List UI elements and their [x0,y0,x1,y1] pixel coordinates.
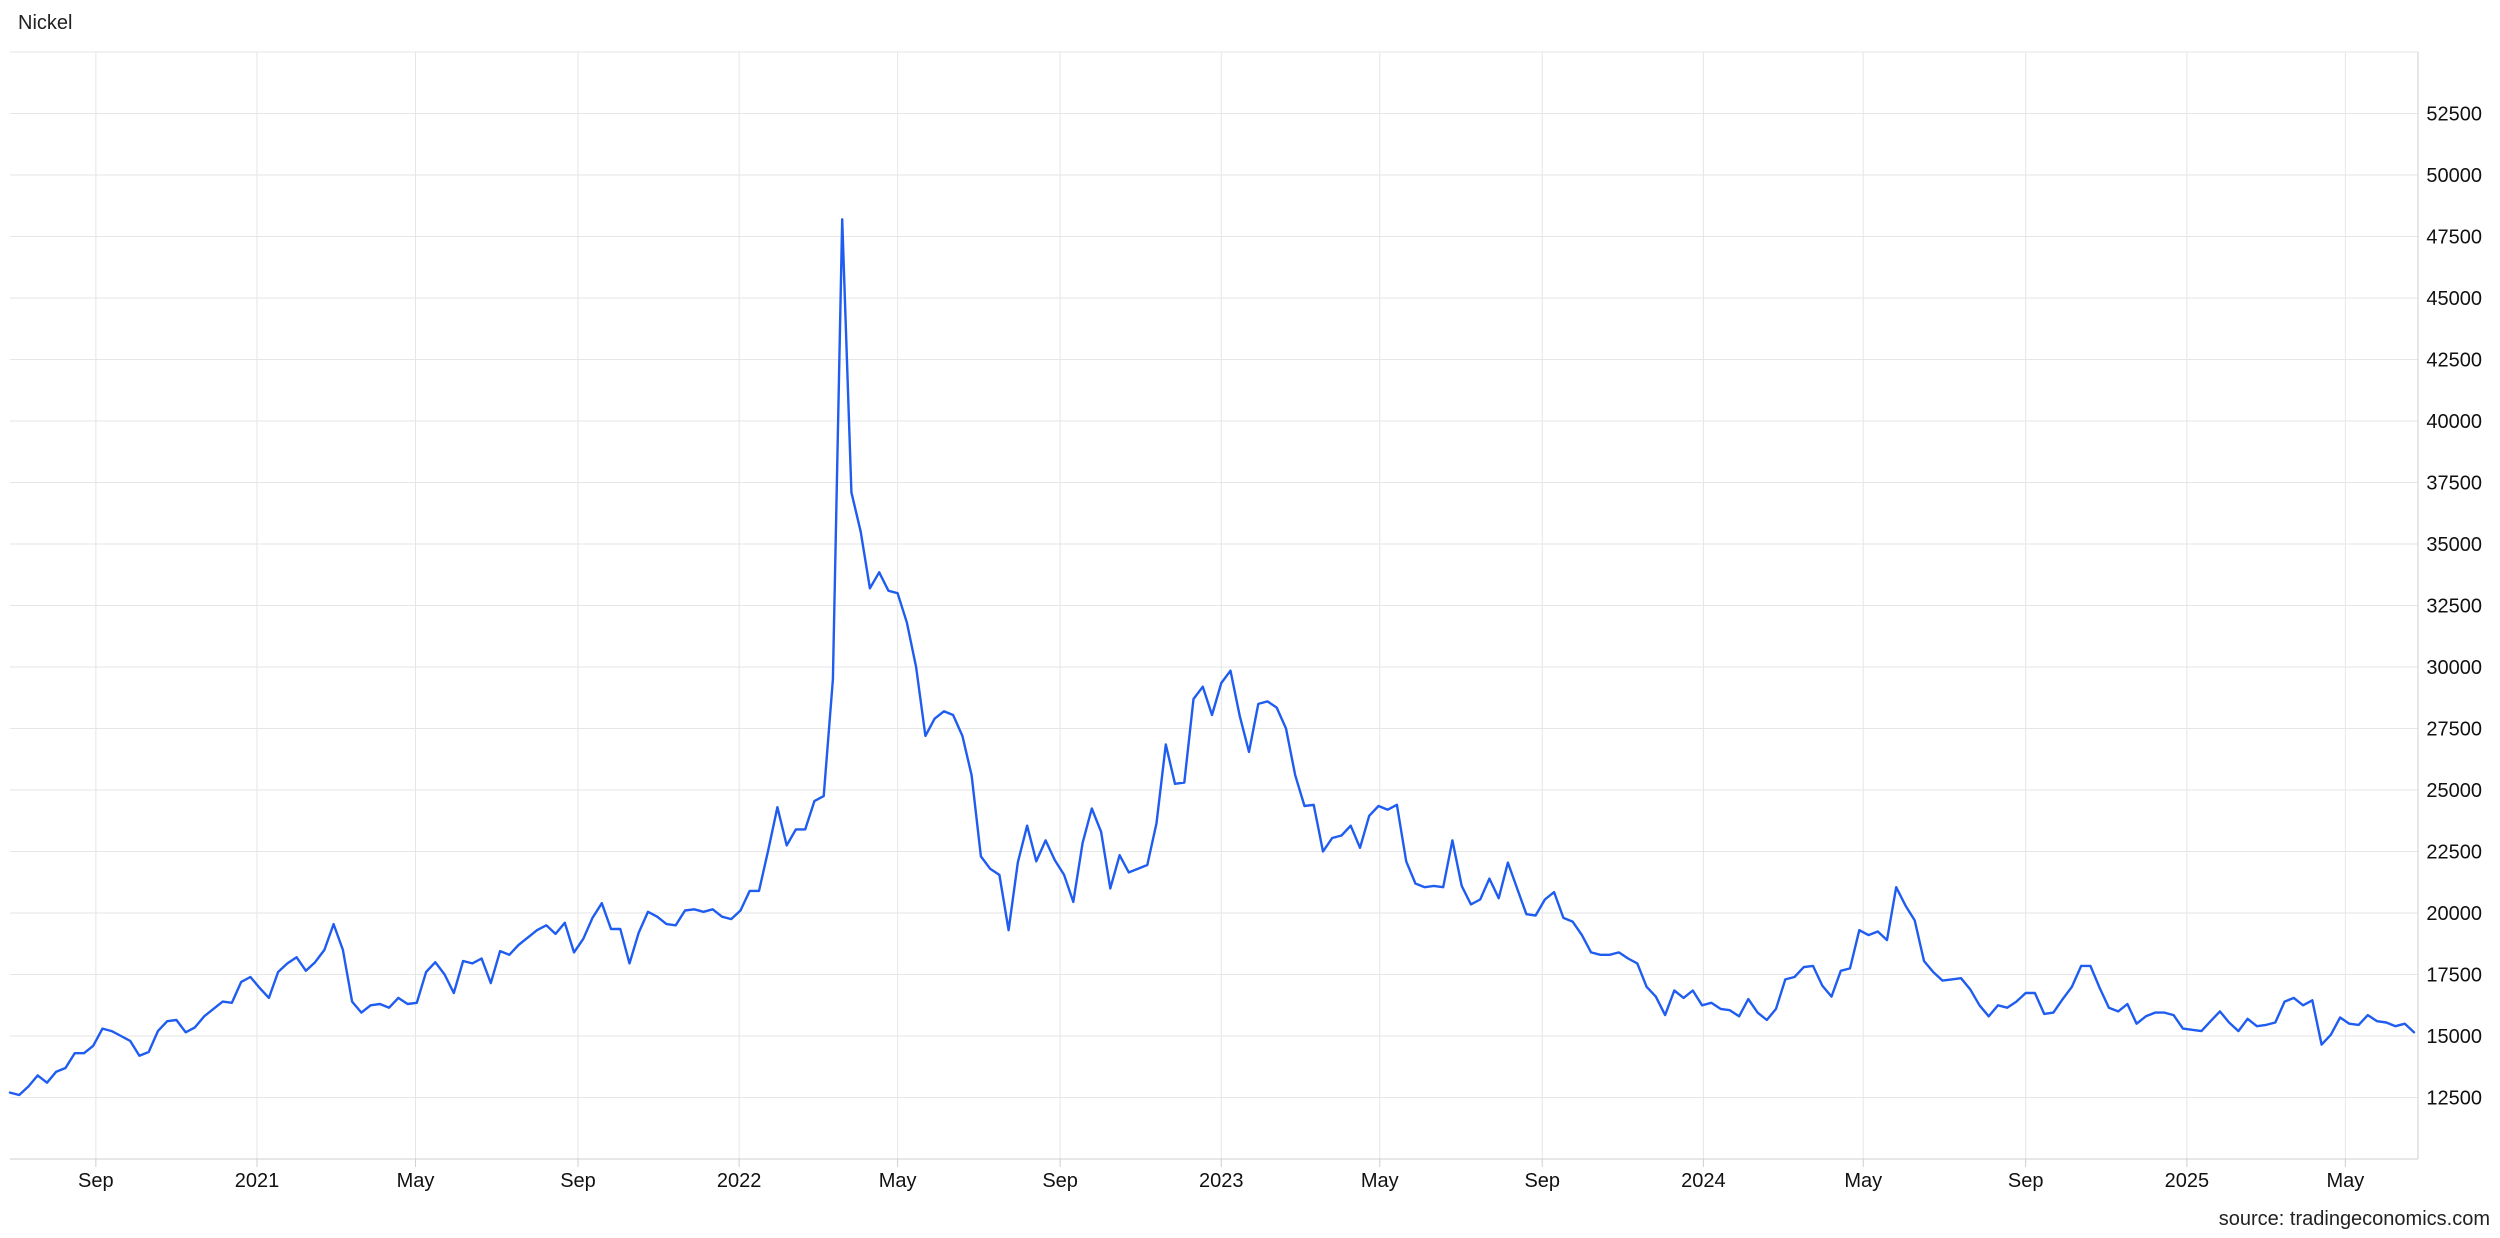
y-tick-label: 17500 [2426,965,2482,987]
x-tick-label: 2023 [1199,1170,1244,1192]
y-tick-label: 22500 [2426,842,2482,864]
x-tick-label: Sep [560,1170,596,1192]
y-gridlines [10,51,2418,1098]
y-tick-label: 30000 [2426,657,2482,679]
chart-title: Nickel [18,12,73,34]
y-tick-label: 37500 [2426,473,2482,495]
x-tick-label: May [397,1170,435,1192]
y-tick-label: 20000 [2426,903,2482,925]
series-line-nickel [8,218,2416,1097]
x-tick-labels: Sep 2021 May Sep 2022 May Sep 2023 May Sep 2024 May… [78,1170,2364,1192]
x-gridlines [95,52,2346,1167]
x-tick-label: May [879,1170,917,1192]
x-tick-label: Sep [1042,1170,1078,1192]
x-tick-label: 2024 [1681,1170,1726,1192]
y-tick-label: 35000 [2426,534,2482,556]
source-note: source: tradingeconomics.com [2218,1208,2490,1230]
y-tick-label: 52500 [2426,104,2482,126]
x-tick-label: May [2326,1170,2364,1192]
y-tick-labels: 12500 15000 17500 20000 22500 25000 27500 30000… [2426,104,2482,1110]
y-tick-label: 42500 [2426,350,2482,372]
y-tick-label: 45000 [2426,288,2482,310]
x-tick-label: 2022 [717,1170,762,1192]
x-tick-label: Sep [78,1170,114,1192]
x-tick-label: 2021 [235,1170,280,1192]
y-tick-label: 50000 [2426,165,2482,187]
y-tick-label: 12500 [2426,1088,2482,1110]
x-tick-label: May [1361,1170,1399,1192]
y-tick-label: 40000 [2426,411,2482,433]
y-tick-label: 32500 [2426,596,2482,618]
x-tick-label: Sep [2008,1170,2044,1192]
y-tick-label: 47500 [2426,227,2482,249]
y-tick-label: 15000 [2426,1026,2482,1048]
y-tick-label: 27500 [2426,719,2482,741]
y-tick-label: 25000 [2426,780,2482,802]
x-tick-label: May [1844,1170,1882,1192]
x-tick-label: 2025 [2165,1170,2210,1192]
series-layer [8,218,2416,1097]
x-tick-label: Sep [1524,1170,1560,1192]
